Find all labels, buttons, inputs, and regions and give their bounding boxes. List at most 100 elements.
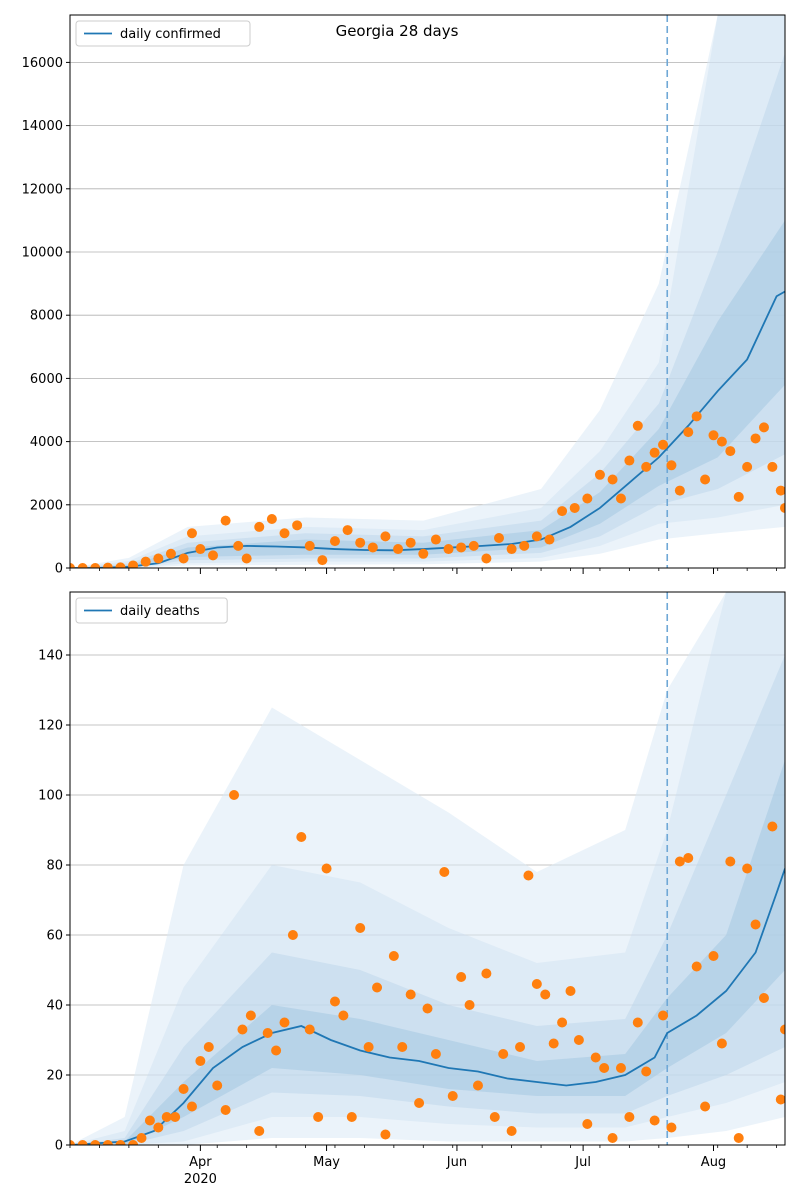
data-point bbox=[313, 1112, 324, 1122]
data-point bbox=[742, 461, 753, 472]
uncertainty-band bbox=[70, 760, 785, 1145]
data-point bbox=[380, 531, 391, 542]
data-point bbox=[725, 446, 736, 457]
uncertainty-band bbox=[70, 15, 785, 568]
uncertainty-band bbox=[70, 592, 785, 1145]
data-point bbox=[304, 540, 315, 551]
y-tick-label: 2000 bbox=[30, 498, 63, 513]
data-point bbox=[296, 832, 307, 842]
data-point bbox=[70, 563, 75, 568]
data-point bbox=[304, 1024, 315, 1035]
data-point bbox=[161, 1112, 172, 1122]
data-point bbox=[128, 560, 139, 568]
plot-area bbox=[70, 592, 785, 1145]
data-point bbox=[544, 534, 555, 545]
data-point bbox=[674, 856, 685, 867]
legend-label: daily confirmed bbox=[120, 27, 221, 42]
data-point bbox=[540, 989, 551, 1000]
y-tick-label: 20 bbox=[46, 1069, 63, 1084]
y-tick-label: 4000 bbox=[30, 435, 63, 450]
data-point bbox=[220, 515, 231, 526]
uncertainty-band bbox=[70, 592, 785, 1145]
y-tick-label: 10000 bbox=[22, 246, 63, 261]
data-point bbox=[321, 863, 332, 874]
confirmed-panel: 0 2000 4000 6000 8000 10000 12000 14000 16000 Geo… bbox=[22, 14, 786, 577]
data-point bbox=[380, 1129, 391, 1140]
plot-area bbox=[70, 15, 785, 568]
data-point bbox=[77, 1140, 88, 1145]
data-point bbox=[90, 563, 101, 568]
data-point bbox=[548, 1038, 559, 1049]
y-tick-label: 0 bbox=[55, 562, 63, 577]
data-point bbox=[632, 420, 643, 431]
data-point bbox=[649, 1115, 660, 1126]
data-point bbox=[195, 544, 206, 555]
data-point bbox=[70, 1140, 75, 1145]
data-point bbox=[758, 993, 769, 1003]
data-point bbox=[607, 1133, 618, 1143]
series-line bbox=[70, 868, 785, 1145]
data-point bbox=[716, 1038, 727, 1049]
data-point bbox=[186, 1101, 197, 1112]
x-tick-label: Jun bbox=[446, 1155, 467, 1170]
data-point bbox=[77, 563, 88, 568]
y-tick-label: 140 bbox=[38, 649, 63, 664]
data-point bbox=[666, 460, 677, 471]
data-point bbox=[523, 870, 534, 881]
data-point bbox=[443, 544, 454, 555]
y-tick-label: 16000 bbox=[22, 56, 63, 71]
legend: daily confirmed bbox=[75, 20, 251, 47]
data-point bbox=[472, 1080, 483, 1091]
x-tick-label: Jul bbox=[574, 1155, 591, 1170]
data-point bbox=[750, 433, 761, 444]
data-point bbox=[430, 1049, 441, 1059]
x-tick-label: Aug bbox=[701, 1155, 726, 1170]
data-point bbox=[229, 790, 240, 800]
y-tick-label: 0 bbox=[55, 1139, 63, 1154]
data-point bbox=[128, 1140, 139, 1145]
data-point bbox=[780, 502, 785, 513]
data-point bbox=[279, 528, 290, 539]
data-point bbox=[700, 1101, 711, 1112]
data-point bbox=[481, 968, 492, 979]
data-point bbox=[489, 1112, 500, 1122]
data-point bbox=[195, 1056, 206, 1066]
data-point bbox=[716, 436, 727, 447]
data-point bbox=[569, 502, 580, 513]
y-tick-label: 60 bbox=[46, 929, 63, 944]
data-point bbox=[531, 531, 542, 542]
axes-frame bbox=[69, 591, 786, 1146]
data-point bbox=[767, 821, 778, 832]
x-tick-label: Apr bbox=[189, 1155, 212, 1170]
data-point bbox=[506, 1126, 517, 1136]
data-point bbox=[767, 461, 778, 472]
data-point bbox=[615, 493, 626, 504]
data-point bbox=[203, 1042, 214, 1052]
y-tick-label: 12000 bbox=[22, 182, 63, 197]
data-point bbox=[90, 1140, 101, 1145]
data-point bbox=[674, 485, 685, 496]
data-point bbox=[481, 553, 492, 564]
data-point bbox=[254, 521, 265, 532]
data-point bbox=[144, 1115, 155, 1126]
data-point bbox=[691, 961, 702, 972]
data-point bbox=[153, 553, 164, 564]
axes-frame bbox=[69, 14, 786, 569]
y-tick-label: 80 bbox=[46, 859, 63, 874]
data-point bbox=[641, 1066, 652, 1077]
data-point bbox=[594, 469, 605, 480]
data-point bbox=[733, 491, 744, 502]
data-point bbox=[279, 1017, 290, 1028]
data-point bbox=[262, 1028, 273, 1038]
x-tick-label: 2020 bbox=[184, 1172, 217, 1187]
data-point bbox=[733, 1133, 744, 1143]
data-point bbox=[153, 1122, 164, 1133]
data-point bbox=[641, 461, 652, 472]
data-point bbox=[102, 562, 113, 568]
data-point bbox=[750, 919, 761, 930]
legend-box bbox=[75, 20, 251, 47]
data-point bbox=[456, 972, 467, 982]
y-tick-label: 6000 bbox=[30, 372, 63, 387]
data-point bbox=[388, 951, 399, 961]
